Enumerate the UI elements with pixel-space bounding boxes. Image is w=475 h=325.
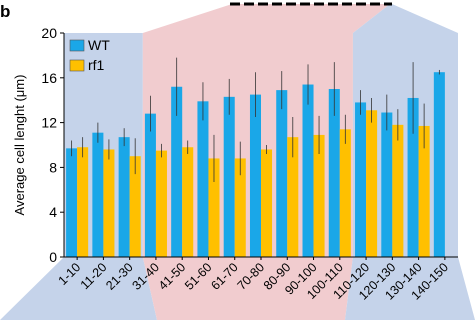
y-tick-label: 0 — [49, 249, 57, 265]
bar-rf1 — [287, 137, 299, 257]
bar-rf1 — [103, 149, 115, 257]
bar-rf1 — [261, 149, 273, 257]
bar-wt — [433, 72, 445, 257]
bar-wt — [66, 148, 78, 257]
background-region-top-fan — [142, 4, 390, 33]
legend-label-wt: WT — [88, 37, 110, 53]
bar-wt — [355, 102, 367, 257]
bar-rf1 — [208, 158, 220, 257]
bar-wt — [328, 89, 340, 257]
bar-wt — [223, 96, 235, 257]
bar-wt — [276, 90, 288, 258]
bar-rf1 — [234, 158, 246, 257]
y-tick-label: 12 — [41, 115, 57, 131]
bars — [66, 57, 445, 258]
legend-swatch-rf1 — [69, 59, 85, 72]
panel-label: b — [0, 2, 11, 21]
bar-wt — [171, 86, 183, 257]
bar-rf1 — [366, 110, 378, 257]
bar-wt — [197, 101, 209, 257]
y-tick-label: 20 — [41, 25, 57, 41]
legend: WT rf1 — [69, 37, 110, 73]
y-tick-label: 16 — [41, 70, 57, 86]
bar-wt — [118, 137, 130, 257]
bar-wt — [144, 113, 156, 257]
bar-rf1 — [129, 156, 141, 257]
bar-rf1 — [392, 124, 404, 257]
bar-rf1 — [313, 134, 325, 257]
bar-wt — [249, 94, 261, 257]
background-region — [142, 33, 353, 320]
y-tick-label: 8 — [49, 159, 57, 175]
bar-rf1 — [182, 147, 194, 257]
y-axis-label: Average cell lenght (μm) — [12, 75, 27, 216]
y-ticks: 0 4 8 12 16 20 — [41, 25, 64, 265]
bar-rf1 — [77, 147, 89, 257]
bar-wt — [381, 112, 393, 258]
background-region-top-right — [352, 4, 458, 33]
bar-wt — [407, 97, 419, 258]
bar-wt — [302, 84, 314, 258]
legend-label-rf1: rf1 — [88, 57, 105, 73]
legend-swatch-wt — [69, 39, 85, 52]
bar-rf1 — [155, 150, 167, 257]
bar-rf1 — [339, 129, 351, 257]
bar-wt — [92, 132, 104, 257]
bar-rf1 — [418, 125, 430, 258]
y-tick-label: 4 — [49, 204, 57, 220]
